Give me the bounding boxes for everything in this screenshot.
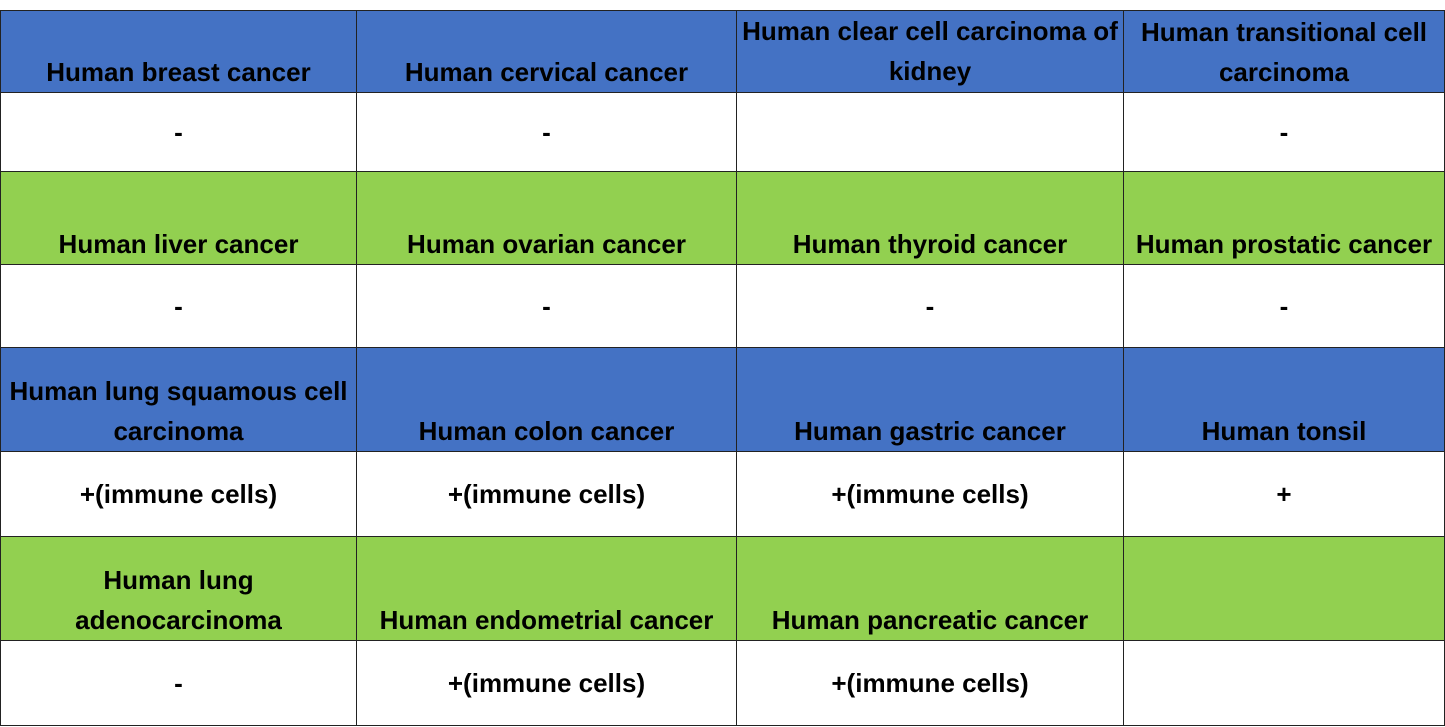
tissue-name: Human lung squamous cell carcinoma [0,347,357,452]
staining-result: - [736,264,1124,348]
tissue-name: Human cervical cancer [356,10,737,93]
staining-result: +(immune cells) [356,640,737,726]
tissue-name: Human pancreatic cancer [736,536,1124,641]
staining-result: - [0,264,357,348]
header-row: Human lung squamous cell carcinoma Human … [0,347,1445,452]
tissue-name: Human transitional cell carcinoma [1123,10,1445,93]
results-table: Human breast cancer Human cervical cancer… [0,10,1445,726]
value-row: - +(immune cells) +(immune cells) [0,640,1445,726]
staining-result: +(immune cells) [736,451,1124,537]
tissue-name: Human liver cancer [0,171,357,265]
staining-result: - [1123,264,1445,348]
staining-result: - [356,92,737,172]
tissue-name: Human endometrial cancer [356,536,737,641]
tissue-name: Human ovarian cancer [356,171,737,265]
tissue-name: Human lung adenocarcinoma [0,536,357,641]
tissue-name: Human tonsil [1123,347,1445,452]
staining-result: +(immune cells) [736,640,1124,726]
empty-cell [1123,640,1445,726]
staining-result: - [1123,92,1445,172]
tissue-name: Human thyroid cancer [736,171,1124,265]
empty-cell [1123,536,1445,641]
value-row: +(immune cells) +(immune cells) +(immune c… [0,451,1445,537]
tissue-name: Human prostatic cancer [1123,171,1445,265]
header-row: Human liver cancer Human ovarian cancer Hu… [0,171,1445,265]
staining-result: + [1123,451,1445,537]
empty-cell [736,92,1124,172]
value-row: ---- [0,264,1445,348]
staining-result: - [356,264,737,348]
header-row: Human breast cancer Human cervical cancer… [0,10,1445,93]
tissue-name: Human gastric cancer [736,347,1124,452]
staining-result: - [0,640,357,726]
tissue-name: Human clear cell carcinoma of kidney [736,10,1124,93]
staining-result: +(immune cells) [356,451,737,537]
staining-result: - [0,92,357,172]
value-row: --- [0,92,1445,172]
staining-result: +(immune cells) [0,451,357,537]
tissue-name: Human breast cancer [0,10,357,93]
tissue-name: Human colon cancer [356,347,737,452]
header-row: Human lung adenocarcinoma Human endometri… [0,536,1445,641]
